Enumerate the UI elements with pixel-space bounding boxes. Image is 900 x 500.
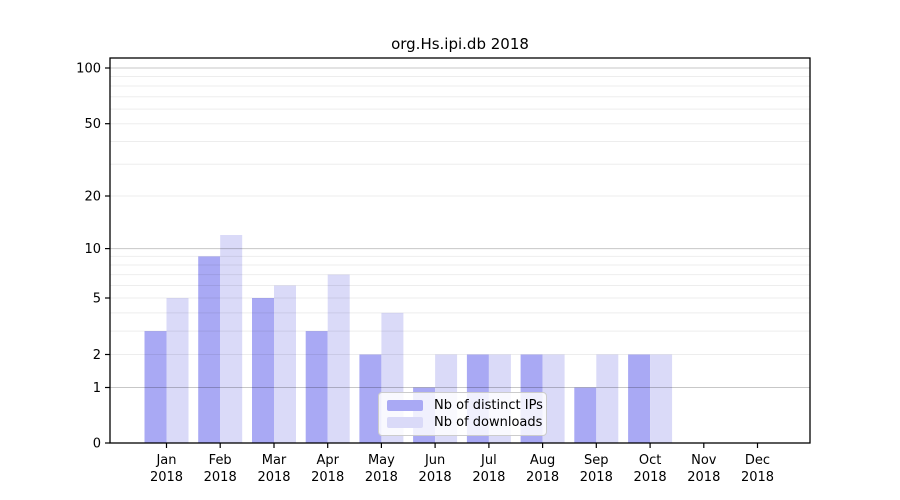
y-tick-label: 1 xyxy=(93,381,101,396)
bar-nb-of-downloads-apr xyxy=(327,274,350,443)
x-tick-label-year: 2018 xyxy=(472,470,505,485)
y-tick-label: 0 xyxy=(93,437,101,452)
chart-title: org.Hs.ipi.db 2018 xyxy=(391,35,529,53)
x-tick-label-year: 2018 xyxy=(526,470,559,485)
bar-nb-of-distinct-ips-sep xyxy=(574,387,597,443)
bar-nb-of-distinct-ips-mar xyxy=(252,298,274,443)
x-tick-label-year: 2018 xyxy=(634,470,667,485)
x-tick-label-month: Sep xyxy=(584,453,609,468)
y-tick-label: 20 xyxy=(84,190,101,205)
x-tick-label-year: 2018 xyxy=(204,470,237,485)
x-tick-label-year: 2018 xyxy=(419,470,452,485)
bar-nb-of-distinct-ips-may xyxy=(359,354,382,443)
legend-item-downloads: Nb of downloads xyxy=(387,414,542,431)
x-tick-label-year: 2018 xyxy=(150,470,183,485)
x-tick-label-month: Oct xyxy=(639,453,661,468)
x-tick-label-month: Jul xyxy=(480,453,497,468)
x-tick-label-month: Aug xyxy=(530,453,555,468)
bar-nb-of-downloads-jan xyxy=(166,298,189,443)
bar-nb-of-distinct-ips-apr xyxy=(305,331,328,443)
bar-nb-of-downloads-aug xyxy=(542,354,565,443)
bar-nb-of-distinct-ips-oct xyxy=(628,354,651,443)
x-tick-label-month: Feb xyxy=(209,453,232,468)
legend-label-distinct-ips: Nb of distinct IPs xyxy=(434,398,543,413)
x-tick-label-month: Jan xyxy=(155,453,176,468)
y-tick-label: 5 xyxy=(93,292,101,307)
bar-nb-of-distinct-ips-feb xyxy=(198,256,221,443)
x-tick-label-year: 2018 xyxy=(687,470,720,485)
y-tick-label: 2 xyxy=(93,348,101,363)
x-tick-label-month: Jun xyxy=(424,453,445,468)
bar-nb-of-downloads-oct xyxy=(650,354,673,443)
x-tick-label-year: 2018 xyxy=(741,470,774,485)
bar-nb-of-downloads-sep xyxy=(596,354,619,443)
y-tick-label: 50 xyxy=(84,117,101,132)
plot-border xyxy=(109,57,811,444)
legend-swatch-downloads xyxy=(387,417,423,428)
x-tick-label-month: Mar xyxy=(262,453,287,468)
y-tick-label: 100 xyxy=(76,62,101,77)
x-tick-label-year: 2018 xyxy=(257,470,290,485)
x-tick-label-month: Nov xyxy=(691,453,717,468)
legend: Nb of distinct IPs Nb of downloads xyxy=(378,392,547,436)
x-tick-label-month: May xyxy=(368,453,395,468)
x-tick-label-year: 2018 xyxy=(580,470,613,485)
x-tick-label-year: 2018 xyxy=(365,470,398,485)
legend-item-distinct-ips: Nb of distinct IPs xyxy=(387,397,543,414)
legend-swatch-distinct-ips xyxy=(387,400,423,411)
x-tick-label-month: Dec xyxy=(745,453,770,468)
legend-label-downloads: Nb of downloads xyxy=(434,415,543,430)
bar-nb-of-downloads-mar xyxy=(274,285,296,443)
x-tick-label-month: Apr xyxy=(316,453,339,468)
bar-nb-of-downloads-feb xyxy=(220,235,243,443)
y-tick-label: 10 xyxy=(84,242,101,257)
bar-nb-of-distinct-ips-jan xyxy=(144,331,167,443)
x-tick-label-year: 2018 xyxy=(311,470,344,485)
